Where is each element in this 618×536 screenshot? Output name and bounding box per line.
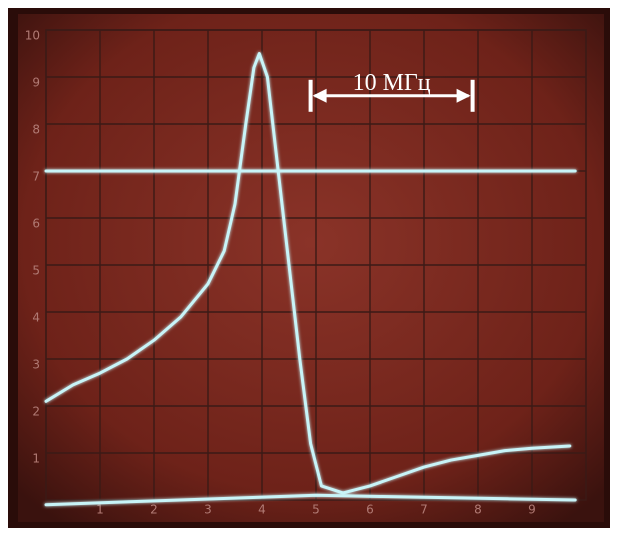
- y-tick-label: 3: [32, 358, 40, 372]
- arrow-head: [456, 88, 471, 103]
- y-tick-label: 5: [32, 264, 40, 278]
- x-tick-label: 8: [474, 503, 482, 517]
- x-tick-label: 5: [312, 503, 320, 517]
- x-tick-label: 6: [366, 503, 374, 517]
- y-tick-label: 6: [32, 217, 40, 231]
- y-tick-label: 9: [32, 76, 40, 90]
- y-tick-label: 1: [32, 452, 40, 466]
- x-tick-label: 4: [258, 503, 266, 517]
- x-tick-label: 1: [96, 503, 104, 517]
- annotation-text: 10 МГц: [353, 70, 431, 96]
- x-tick-label: 2: [150, 503, 158, 517]
- y-tick-label: 7: [32, 170, 40, 184]
- y-tick-label: 10: [25, 29, 40, 43]
- x-tick-label: 7: [420, 503, 428, 517]
- arrow-head: [312, 88, 327, 103]
- trace: [44, 493, 577, 507]
- x-tick-label: 3: [204, 503, 212, 517]
- y-tick-label: 4: [32, 311, 40, 325]
- y-tick-label: 2: [32, 405, 40, 419]
- x-tick-label: 9: [528, 503, 536, 517]
- y-tick-label: 8: [32, 123, 40, 137]
